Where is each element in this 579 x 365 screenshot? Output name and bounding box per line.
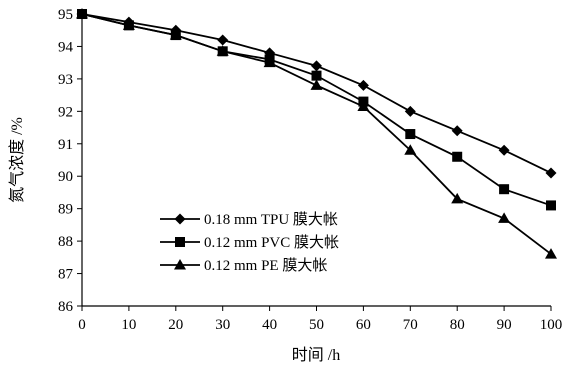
data-point-triangle <box>310 79 323 90</box>
series-triangle <box>76 8 557 259</box>
legend-marker-diamond <box>174 213 186 225</box>
x-tick-label: 70 <box>403 317 418 333</box>
data-point-square <box>452 151 463 162</box>
data-point-triangle <box>404 144 417 155</box>
y-tick-label: 86 <box>58 299 74 315</box>
x-tick-label: 60 <box>356 317 371 333</box>
data-point-diamond <box>545 167 557 179</box>
y-tick-label: 89 <box>58 202 73 218</box>
x-tick-label: 40 <box>262 317 277 333</box>
data-point-triangle <box>451 192 464 204</box>
series-square <box>77 9 556 211</box>
data-point-square <box>311 70 322 81</box>
x-tick-label: 80 <box>450 317 465 333</box>
x-tick-label: 0 <box>78 317 86 333</box>
data-point-diamond <box>498 144 510 156</box>
x-tick-label: 50 <box>309 317 324 333</box>
series-line-diamond <box>81 13 552 174</box>
data-point-square <box>405 129 416 140</box>
data-point-triangle <box>76 8 88 19</box>
data-point-triangle <box>216 45 229 56</box>
y-axis-label: 氮气浓度 /% <box>8 117 26 203</box>
legend-label: 0.12 mm PVC 膜大帐 <box>204 234 339 251</box>
data-point-diamond <box>311 60 322 72</box>
x-tick-label: 20 <box>168 317 183 333</box>
x-tick-label: 90 <box>497 317 512 333</box>
y-tick-label: 94 <box>58 39 74 55</box>
legend-entry-square: 0.12 mm PVC 膜大帐 <box>160 234 339 251</box>
data-point-square <box>499 184 510 195</box>
data-point-triangle <box>545 248 557 259</box>
legend-label: 0.12 mm PE 膜大帐 <box>204 257 327 274</box>
series-layer <box>76 8 557 259</box>
x-tick-label: 30 <box>215 317 230 333</box>
x-tick-label: 100 <box>540 317 563 333</box>
legend-label: 0.18 mm TPU 膜大帐 <box>204 211 338 228</box>
data-point-triangle <box>122 19 135 30</box>
legend-marker-triangle <box>174 259 186 270</box>
data-point-square <box>546 200 556 211</box>
legend: 0.18 mm TPU 膜大帐 0.12 mm PVC 膜大帐 0.12 mm PE… <box>160 211 339 274</box>
data-point-triangle <box>498 212 511 223</box>
series-line-square <box>81 13 552 207</box>
y-tick-label: 88 <box>58 234 73 250</box>
axes: 86 87 88 89 90 91 92 93 94 95 0 10 20 30 40 50 60 70 80 90 1… <box>58 7 562 333</box>
x-tick-label: 10 <box>121 317 136 333</box>
series-diamond <box>76 8 557 179</box>
legend-entry-diamond: 0.18 mm TPU 膜大帐 <box>160 211 338 228</box>
y-tick-label: 95 <box>58 7 73 23</box>
y-tick-label: 91 <box>58 137 73 153</box>
x-axis-label: 时间 /h <box>292 346 340 364</box>
data-point-diamond <box>404 105 416 117</box>
data-point-triangle <box>357 100 370 111</box>
y-tick-label: 90 <box>58 169 73 185</box>
data-point-diamond <box>357 79 369 91</box>
data-point-triangle <box>263 56 276 68</box>
legend-entry-triangle: 0.12 mm PE 膜大帐 <box>160 257 327 274</box>
data-point-triangle <box>169 29 182 40</box>
legend-marker-square <box>175 237 185 247</box>
data-point-diamond <box>451 125 463 137</box>
y-tick-label: 87 <box>58 267 74 283</box>
y-tick-label: 93 <box>58 72 73 88</box>
y-tick-label: 92 <box>58 104 73 120</box>
data-point-diamond <box>217 34 229 46</box>
